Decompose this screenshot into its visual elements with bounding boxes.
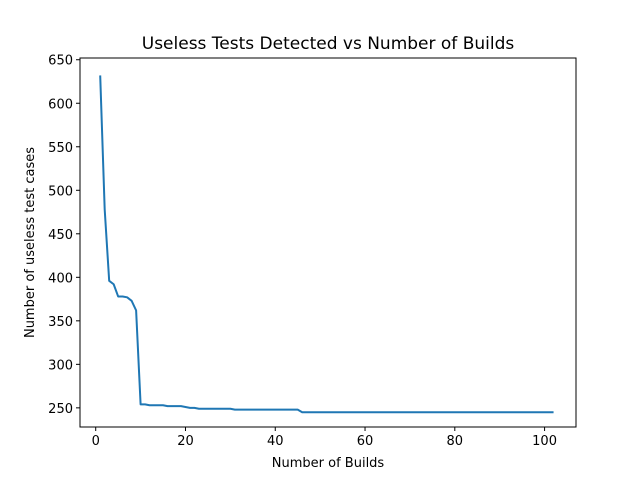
y-tick-label: 500 bbox=[48, 184, 73, 199]
plot-frame bbox=[79, 57, 577, 428]
y-tick-label: 300 bbox=[48, 358, 73, 373]
y-tick-label: 650 bbox=[48, 54, 73, 69]
x-tick-label: 40 bbox=[267, 434, 284, 449]
y-axis: 250 300 350 400 450 500 550 600 650 bbox=[48, 54, 80, 417]
x-tick-label: 20 bbox=[177, 434, 194, 449]
y-tick-label: 250 bbox=[48, 402, 73, 417]
series-line-0 bbox=[99, 75, 554, 414]
chart-title: Useless Tests Detected vs Number of Buil… bbox=[142, 34, 515, 54]
series-layer bbox=[99, 75, 554, 414]
x-tick-label: 60 bbox=[357, 434, 374, 449]
y-tick-label: 450 bbox=[48, 228, 73, 243]
x-tick-label: 80 bbox=[447, 434, 464, 449]
y-tick-label: 600 bbox=[48, 97, 73, 112]
y-axis-label: Number of useless test cases bbox=[23, 147, 38, 338]
x-tick-label: 0 bbox=[92, 434, 100, 449]
x-tick-label: 100 bbox=[532, 434, 557, 449]
y-tick-label: 550 bbox=[48, 141, 73, 156]
x-axis-label: Number of Builds bbox=[272, 456, 385, 471]
y-tick-label: 350 bbox=[48, 315, 73, 330]
y-tick-label: 400 bbox=[48, 271, 73, 286]
x-axis: 0 20 40 60 80 100 bbox=[92, 427, 557, 449]
